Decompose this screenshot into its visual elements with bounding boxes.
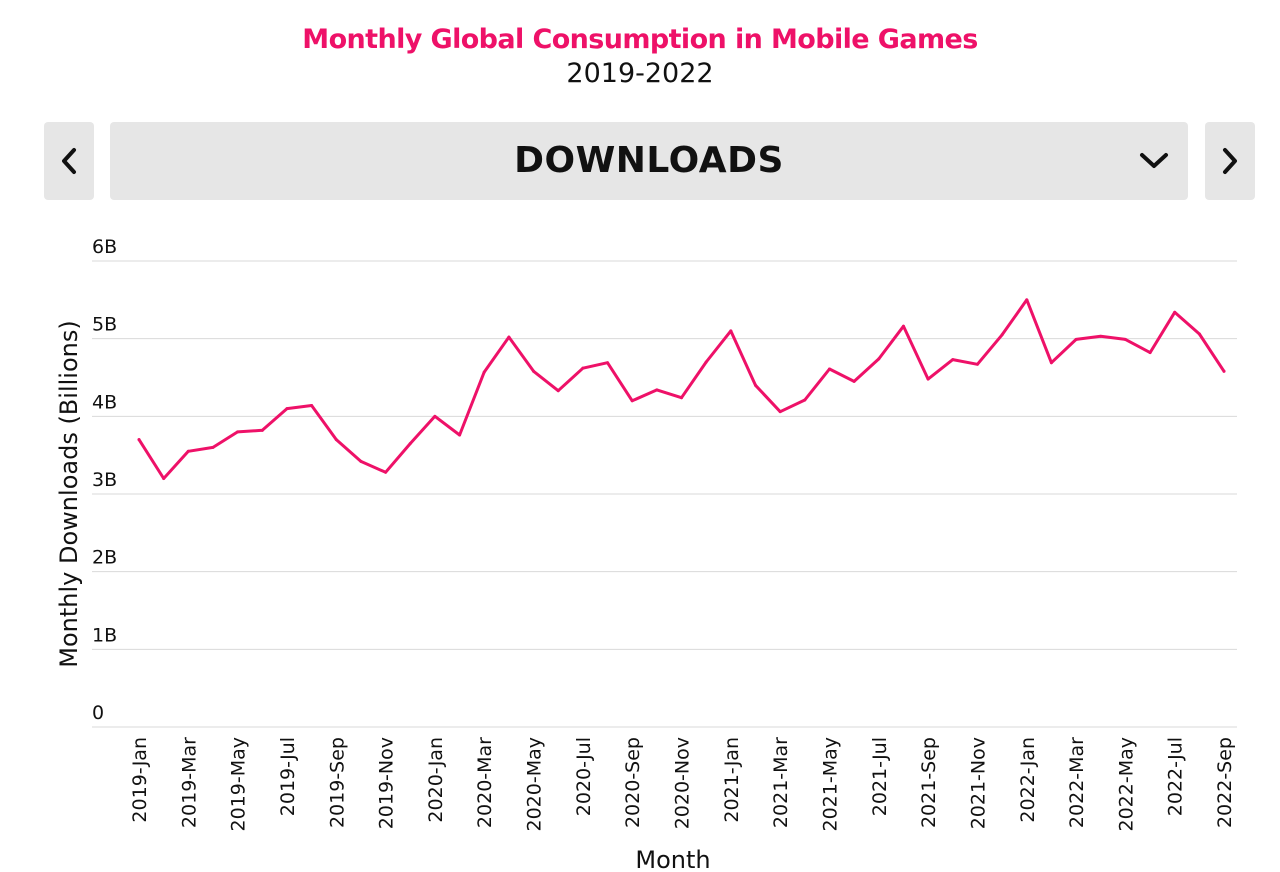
data-point: [556, 389, 560, 393]
grid-lines: [92, 260, 1237, 728]
metric-dropdown[interactable]: DOWNLOADS: [110, 122, 1188, 200]
x-tick-label: 2021-May: [819, 737, 841, 832]
x-tick-label: 2021-Jan: [721, 737, 743, 823]
data-point: [359, 459, 363, 463]
metric-dropdown-label: DOWNLOADS: [514, 140, 784, 181]
data-point: [877, 357, 881, 361]
y-tick-label: 3B: [92, 469, 117, 491]
data-point: [1148, 351, 1152, 355]
data-point: [532, 369, 536, 373]
data-point: [704, 360, 708, 364]
chart-subtitle: 2019-2022: [566, 58, 714, 89]
chart-title: Monthly Global Consumption in Mobile Gam…: [302, 24, 978, 55]
chevron-right-icon: [1223, 148, 1237, 174]
data-point: [1222, 369, 1226, 373]
data-point: [1099, 334, 1103, 338]
x-tick-label: 2020-May: [524, 737, 546, 832]
y-axis-ticks: 0 1B 2B 3B 4B 5B 6B: [92, 236, 117, 724]
data-point: [1025, 298, 1029, 302]
data-point: [334, 438, 338, 442]
data-point: [310, 403, 314, 407]
data-point: [507, 335, 511, 339]
data-point: [803, 398, 807, 402]
data-point: [1173, 310, 1177, 314]
chevron-down-icon: [1140, 153, 1168, 168]
data-point: [680, 396, 684, 400]
data-point: [433, 414, 437, 418]
data-point: [852, 379, 856, 383]
data-point: [951, 358, 955, 362]
data-point: [630, 399, 634, 403]
data-point: [606, 361, 610, 365]
y-tick-label: 2B: [92, 547, 117, 569]
data-point: [1074, 337, 1078, 341]
data-point: [285, 407, 289, 411]
chevron-left-icon: [62, 148, 76, 174]
data-point: [778, 410, 782, 414]
data-point: [211, 445, 215, 449]
x-tick-label: 2020-Mar: [474, 737, 496, 828]
data-points: [137, 298, 1226, 480]
data-point: [408, 442, 412, 446]
data-point: [827, 367, 831, 371]
data-point: [458, 433, 462, 437]
data-point: [384, 470, 388, 474]
x-tick-label: 2020-Jan: [425, 737, 447, 823]
data-point: [581, 366, 585, 370]
x-tick-label: 2019-Sep: [326, 737, 348, 828]
y-tick-label: 0: [92, 702, 104, 724]
data-point: [1123, 337, 1127, 341]
x-tick-label: 2022-Jan: [1017, 737, 1039, 823]
x-tick-label: 2021-Sep: [918, 737, 940, 828]
x-tick-label: 2019-Nov: [376, 737, 398, 829]
x-tick-label: 2021-Jul: [869, 737, 891, 816]
x-axis-ticks: 2019-Jan 2019-Mar 2019-May 2019-Jul 2019-Sep…: [129, 737, 1236, 832]
data-point: [137, 438, 141, 442]
data-point: [901, 324, 905, 328]
data-point: [186, 449, 190, 453]
data-point: [1000, 333, 1004, 337]
x-tick-label: 2022-Mar: [1066, 737, 1088, 828]
x-tick-label: 2022-Jul: [1165, 737, 1187, 816]
x-tick-label: 2022-May: [1115, 737, 1137, 832]
previous-metric-button[interactable]: [44, 122, 94, 200]
x-tick-label: 2020-Jul: [573, 737, 595, 816]
y-tick-label: 1B: [92, 624, 117, 646]
x-tick-label: 2021-Nov: [967, 737, 989, 829]
x-tick-label: 2019-Jan: [129, 737, 151, 823]
y-tick-label: 4B: [92, 391, 117, 413]
series-line: [137, 298, 1226, 480]
x-tick-label: 2022-Sep: [1214, 737, 1236, 828]
x-tick-label: 2019-Jul: [277, 737, 299, 816]
data-point: [975, 362, 979, 366]
x-tick-label: 2020-Sep: [622, 737, 644, 828]
x-tick-label: 2021-Mar: [770, 737, 792, 828]
data-point: [754, 383, 757, 387]
next-metric-button[interactable]: [1205, 122, 1255, 200]
data-point: [260, 428, 264, 432]
data-point: [162, 476, 166, 480]
x-tick-label: 2019-Mar: [178, 737, 200, 828]
x-tick-label: 2020-Nov: [672, 737, 694, 829]
y-tick-label: 6B: [92, 236, 117, 258]
x-tick-label: 2019-May: [228, 737, 250, 832]
data-point: [1049, 361, 1053, 365]
data-point: [926, 377, 930, 381]
data-point: [1197, 332, 1201, 336]
data-point: [729, 329, 733, 333]
data-point: [655, 388, 659, 392]
data-point: [236, 430, 240, 434]
y-axis-label: Monthly Downloads (Billions): [55, 320, 83, 667]
y-tick-label: 5B: [92, 314, 117, 336]
x-axis-label: Month: [635, 846, 710, 872]
data-point: [482, 370, 486, 374]
